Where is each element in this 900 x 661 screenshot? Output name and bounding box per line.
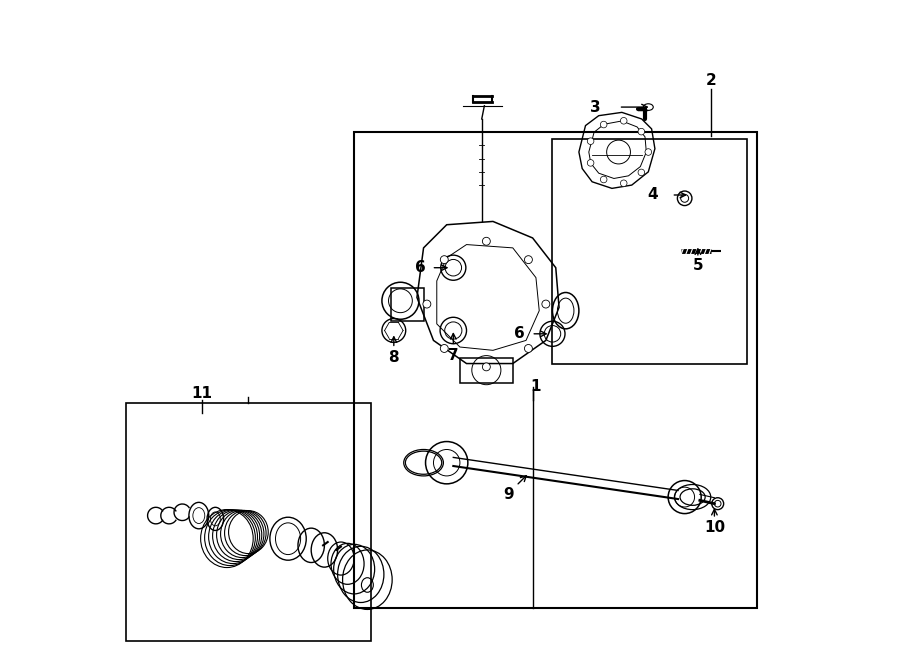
Circle shape <box>423 300 431 308</box>
Text: 1: 1 <box>531 379 541 394</box>
Circle shape <box>525 344 533 352</box>
Bar <box>391 288 424 321</box>
Circle shape <box>645 149 652 155</box>
Text: 9: 9 <box>503 487 514 502</box>
Circle shape <box>600 176 607 183</box>
Text: 5: 5 <box>693 258 703 273</box>
Circle shape <box>620 118 627 124</box>
Circle shape <box>482 237 491 245</box>
Circle shape <box>638 128 644 135</box>
Circle shape <box>542 300 550 308</box>
Text: 6: 6 <box>415 260 426 275</box>
Bar <box>553 139 747 364</box>
Text: 10: 10 <box>704 520 725 535</box>
Circle shape <box>638 169 644 176</box>
Circle shape <box>440 256 448 264</box>
Circle shape <box>482 363 491 371</box>
Bar <box>355 132 758 608</box>
Text: 7: 7 <box>448 348 459 363</box>
Circle shape <box>620 180 627 186</box>
Text: 6: 6 <box>514 327 525 341</box>
Text: 4: 4 <box>648 188 658 202</box>
Bar <box>460 358 513 383</box>
Text: 2: 2 <box>706 73 716 88</box>
Circle shape <box>588 138 594 145</box>
Text: 11: 11 <box>192 386 212 401</box>
Bar <box>126 403 371 641</box>
Text: 8: 8 <box>389 350 399 365</box>
Text: 3: 3 <box>590 100 600 114</box>
Circle shape <box>588 159 594 166</box>
Circle shape <box>525 256 533 264</box>
Circle shape <box>440 344 448 352</box>
Circle shape <box>600 121 607 128</box>
